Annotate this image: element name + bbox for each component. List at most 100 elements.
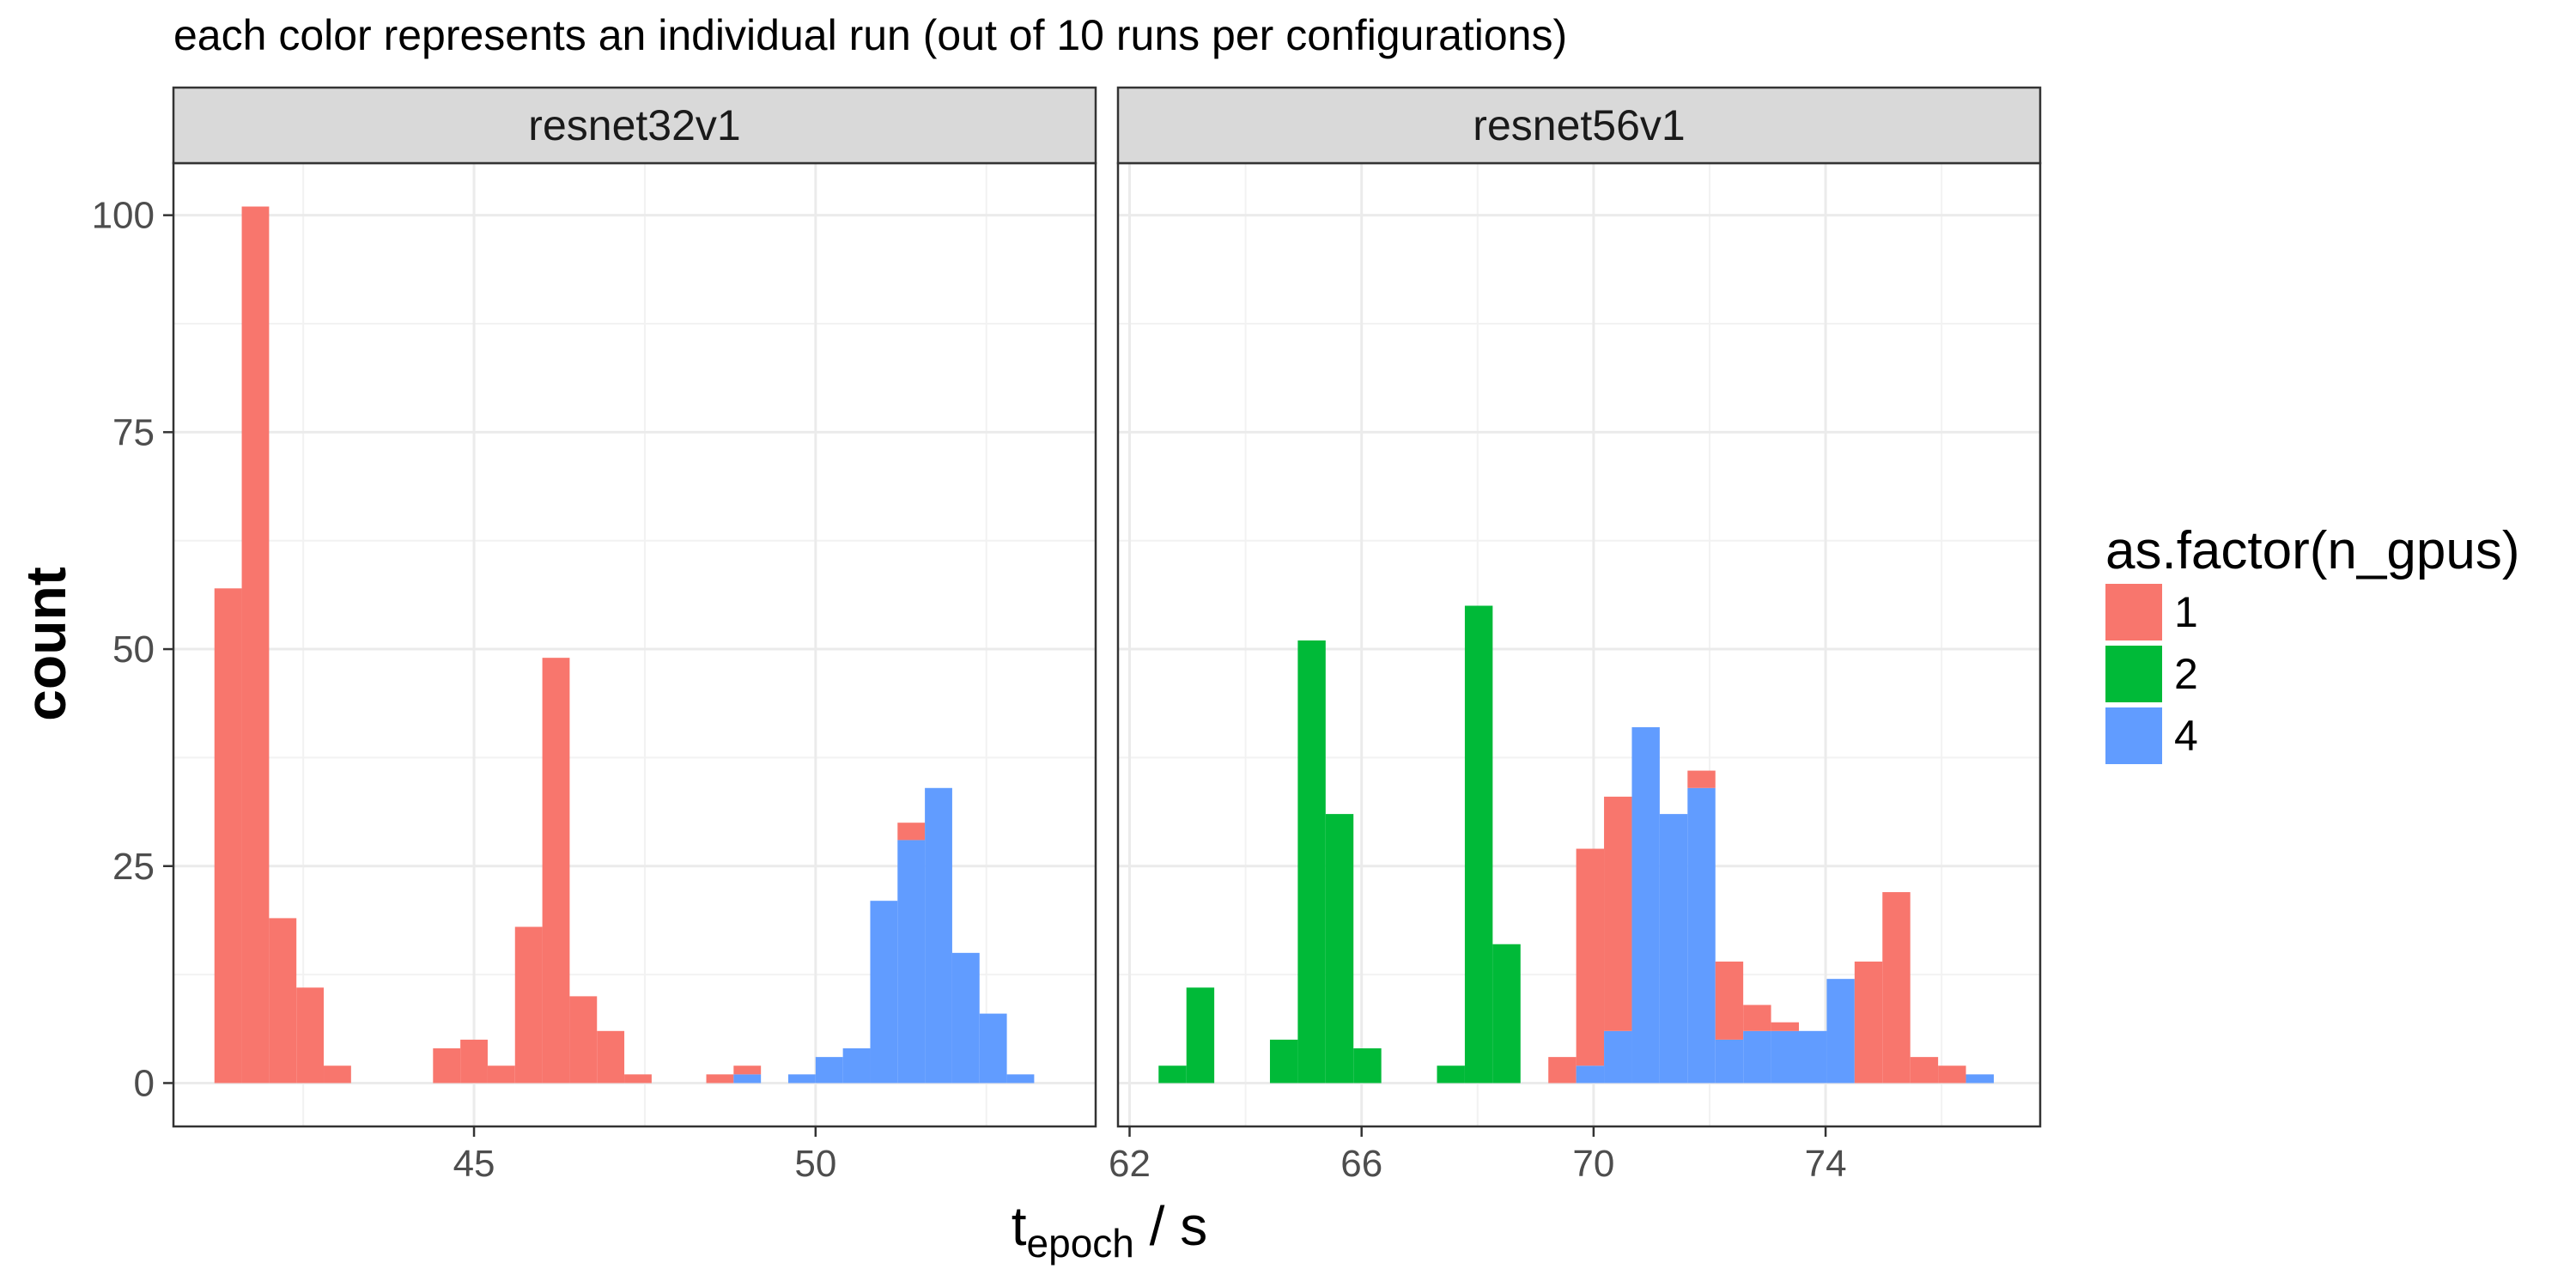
histogram-bar-gpus-1 bbox=[296, 987, 325, 1084]
x-tick-label: 66 bbox=[1340, 1143, 1382, 1185]
histogram-bar-gpus-4 bbox=[1771, 1030, 1800, 1084]
legend-entry-1: 1 bbox=[2105, 584, 2198, 640]
facet-strip-label: resnet32v1 bbox=[528, 101, 740, 149]
histogram-bar-gpus-1 bbox=[597, 1030, 625, 1084]
histogram-bar-gpus-1 bbox=[460, 1039, 488, 1084]
histogram-bar-gpus-1 bbox=[1687, 770, 1716, 788]
histogram-bar-gpus-1 bbox=[569, 996, 598, 1084]
legend-label: 4 bbox=[2174, 712, 2198, 760]
histogram-bar-gpus-1 bbox=[897, 823, 926, 841]
x-tick-label: 50 bbox=[794, 1143, 836, 1185]
x-axis-label: tepoch / s bbox=[1012, 1195, 1207, 1266]
x-tick-label: 62 bbox=[1109, 1143, 1151, 1185]
legend-key bbox=[2105, 707, 2162, 764]
histogram-bar-gpus-4 bbox=[951, 952, 980, 1084]
histogram-bar-gpus-4 bbox=[979, 1013, 1007, 1084]
x-axis: 45 50 bbox=[453, 1126, 836, 1185]
histogram-bar-gpus-1 bbox=[1910, 1057, 1939, 1084]
histogram-bar-gpus-1 bbox=[214, 588, 242, 1084]
y-axis-label: count bbox=[14, 567, 77, 721]
histogram-bar-gpus-4 bbox=[1687, 787, 1716, 1084]
histogram-bar-gpus-1 bbox=[487, 1065, 515, 1084]
histogram-bar-gpus-1 bbox=[324, 1065, 351, 1084]
x-tick-label: 70 bbox=[1572, 1143, 1614, 1185]
x-tick-label: 45 bbox=[453, 1143, 495, 1185]
histogram-bar-gpus-1 bbox=[1743, 1005, 1771, 1031]
histogram-bar-gpus-4 bbox=[897, 840, 926, 1084]
histogram-bar-gpus-1 bbox=[1882, 892, 1911, 1084]
histogram-bar-gpus-1 bbox=[1576, 848, 1605, 1066]
y-tick-label: 100 bbox=[92, 195, 155, 237]
facet-strip-label: resnet56v1 bbox=[1473, 101, 1685, 149]
histogram-bar-gpus-4 bbox=[1006, 1074, 1035, 1084]
legend-entry-4: 4 bbox=[2105, 707, 2198, 764]
histogram-bar-gpus-1 bbox=[1854, 961, 1883, 1084]
legend-label: 1 bbox=[2174, 588, 2198, 636]
histogram-bar-gpus-2 bbox=[1186, 987, 1215, 1084]
histogram-bar-gpus-4 bbox=[733, 1074, 762, 1084]
y-tick-label: 25 bbox=[112, 846, 155, 888]
histogram-bar-gpus-4 bbox=[1631, 727, 1660, 1084]
x-axis-label-subscript: epoch bbox=[1027, 1221, 1134, 1266]
legend-title: as.factor(n_gpus) bbox=[2105, 521, 2519, 580]
histogram-bar-gpus-2 bbox=[1297, 640, 1326, 1084]
histogram-bar-gpus-1 bbox=[542, 658, 570, 1084]
y-tick-label: 75 bbox=[112, 411, 155, 453]
histogram-bar-gpus-4 bbox=[788, 1074, 816, 1084]
x-tick-label: 74 bbox=[1805, 1143, 1847, 1185]
histogram-bar-gpus-2 bbox=[1492, 944, 1521, 1084]
histogram-bar-gpus-1 bbox=[241, 206, 270, 1084]
legend-entry-2: 2 bbox=[2105, 646, 2198, 702]
histogram-bar-gpus-1 bbox=[1604, 796, 1632, 1031]
histogram-bar-gpus-4 bbox=[815, 1057, 843, 1084]
histogram-bar-gpus-4 bbox=[842, 1048, 871, 1084]
histogram-bar-gpus-2 bbox=[1464, 605, 1493, 1084]
histogram-bar-gpus-4 bbox=[870, 901, 898, 1084]
histogram-bar-gpus-4 bbox=[1965, 1074, 1994, 1084]
histogram-bars bbox=[1158, 605, 1994, 1084]
facet-panel-resnet56v1: resnet56v1 62 66 70 74 bbox=[1109, 86, 2042, 1185]
histogram-bar-gpus-1 bbox=[733, 1065, 762, 1075]
facet-panel-resnet32v1: resnet32v1 45 50 0 25 50 75 100 bbox=[92, 86, 1097, 1185]
histogram-bar-gpus-4 bbox=[1799, 1030, 1827, 1084]
legend-entries: 1 2 4 bbox=[2105, 584, 2198, 764]
histogram-bar-gpus-4 bbox=[1743, 1030, 1771, 1084]
y-axis: 0 25 50 75 100 bbox=[92, 195, 173, 1104]
histogram-bar-gpus-1 bbox=[1715, 961, 1744, 1040]
histogram-bar-gpus-1 bbox=[1548, 1057, 1577, 1084]
x-axis-label-suffix: / s bbox=[1134, 1195, 1207, 1257]
histogram-bar-gpus-1 bbox=[514, 926, 543, 1084]
chart-title: each color represents an individual run … bbox=[173, 11, 1567, 59]
legend-label: 2 bbox=[2174, 650, 2198, 698]
histogram-bar-gpus-4 bbox=[1576, 1065, 1605, 1084]
x-axis: 62 66 70 74 bbox=[1109, 1126, 1847, 1185]
histogram-bar-gpus-2 bbox=[1353, 1048, 1382, 1084]
legend: as.factor(n_gpus) 1 2 4 bbox=[2105, 521, 2519, 764]
facet-strip bbox=[172, 86, 1097, 165]
histogram-bar-gpus-4 bbox=[1826, 979, 1855, 1084]
histogram-bar-gpus-4 bbox=[925, 787, 952, 1084]
y-tick-label: 50 bbox=[112, 628, 155, 671]
histogram-bar-gpus-2 bbox=[1158, 1065, 1187, 1084]
legend-key bbox=[2105, 646, 2162, 702]
x-axis-label-main: t bbox=[1012, 1195, 1027, 1257]
histogram-bar-gpus-4 bbox=[1604, 1030, 1632, 1084]
histogram-bar-gpus-1 bbox=[624, 1074, 652, 1084]
histogram-bar-gpus-1 bbox=[1938, 1065, 1966, 1084]
legend-key bbox=[2105, 584, 2162, 640]
y-tick-label: 0 bbox=[134, 1062, 155, 1104]
facet-strip bbox=[1116, 86, 2042, 165]
histogram-bar-gpus-1 bbox=[1771, 1022, 1800, 1031]
panel-gridlines bbox=[1118, 163, 2040, 1126]
histogram-bar-gpus-1 bbox=[706, 1074, 734, 1084]
histogram-bar-gpus-2 bbox=[1325, 814, 1354, 1084]
histogram-bar-gpus-4 bbox=[1659, 814, 1688, 1084]
histogram-bar-gpus-4 bbox=[1715, 1039, 1744, 1084]
histogram-bar-gpus-2 bbox=[1437, 1065, 1465, 1084]
histogram-bar-gpus-1 bbox=[269, 918, 297, 1084]
facet-panels: resnet32v1 45 50 0 25 50 75 100 resnet56v1 62 66 70… bbox=[92, 86, 2042, 1185]
histogram-bar-gpus-2 bbox=[1269, 1039, 1298, 1084]
histogram-bar-gpus-1 bbox=[433, 1048, 461, 1084]
histogram-bars bbox=[214, 206, 1035, 1084]
